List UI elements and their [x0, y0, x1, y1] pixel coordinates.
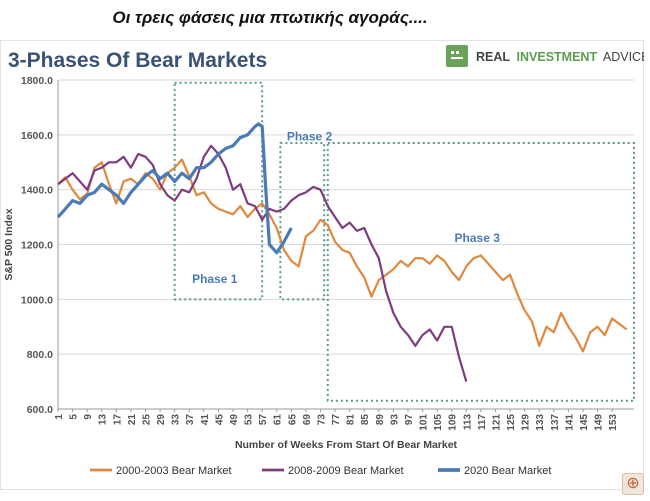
x-tick-label: 65 — [287, 414, 298, 426]
x-tick-label: 85 — [360, 414, 371, 426]
legend-label: 2008-2009 Bear Market — [288, 465, 404, 477]
series-line — [57, 158, 628, 353]
x-tick-label: 93 — [389, 414, 400, 426]
phase-label: Phase 2 — [287, 129, 333, 143]
zoom-in-icon: ⊕ — [626, 475, 640, 492]
plot-area: 600.0 800.0 1000.0 1200.0 1400.0 1600.0 1800.0… — [3, 75, 635, 451]
brand-rest: ADVICE — [603, 50, 644, 64]
x-tick-label: 37 — [185, 414, 196, 426]
bear-market-chart: 3-Phases Of Bear Markets REAL INVESTMENT… — [0, 39, 649, 491]
x-tick-label: 113 — [462, 414, 473, 431]
x-tick-label: 9 — [83, 414, 94, 420]
y-tick-label: 800.0 — [27, 349, 53, 361]
x-axis-label: Number of Weeks From Start Of Bear Marke… — [235, 439, 458, 451]
brand-logo-icon — [446, 45, 468, 67]
page-caption: Οι τρεις φάσεις μια πτωτικής αγοράς.... — [112, 8, 428, 27]
brand-highlight: INVESTMENT — [517, 50, 598, 64]
legend-label: 2020 Bear Market — [464, 465, 551, 477]
x-tick-label: 5 — [69, 414, 80, 420]
x-tick-label: 141 — [564, 414, 575, 431]
brand-bold: REAL — [476, 50, 510, 64]
x-tick-label: 41 — [200, 414, 211, 426]
svg-text:REAL INVESTMENT: REAL INVESTMENT ADVICE — [476, 50, 644, 64]
x-tick-label: 17 — [112, 414, 123, 426]
phase-label: Phase 1 — [192, 272, 238, 286]
phase-label: Phase 3 — [455, 231, 501, 245]
x-tick-label: 77 — [331, 414, 342, 426]
x-tick-label: 61 — [273, 414, 284, 426]
x-tick-label: 149 — [594, 414, 605, 431]
x-tick-label: 29 — [156, 414, 167, 426]
chart-title: 3-Phases Of Bear Markets — [8, 49, 267, 72]
x-tick-label: 53 — [244, 414, 255, 426]
phase-box — [326, 142, 635, 402]
x-tick-label: 133 — [535, 414, 546, 431]
x-tick-label: 117 — [477, 414, 488, 431]
x-tick-label: 57 — [258, 414, 269, 426]
x-tick-label: 81 — [346, 414, 357, 426]
x-tick-label: 145 — [579, 414, 590, 431]
x-tick-label: 69 — [302, 414, 313, 426]
chart-frame — [0, 39, 645, 491]
x-tick-label: 45 — [214, 414, 225, 426]
x-tick-label: 25 — [141, 414, 152, 426]
x-tick-label: 105 — [433, 414, 444, 431]
x-tick-label: 1 — [54, 414, 65, 420]
y-tick-label: 1000.0 — [21, 294, 53, 306]
x-tick-label: 21 — [127, 414, 138, 426]
x-tick-label: 97 — [404, 414, 415, 426]
y-axis-label: S&P 500 Index — [3, 208, 15, 280]
legend: 2000-2003 Bear Market 2008-2009 Bear Mark… — [90, 465, 551, 477]
y-tick-label: 1200.0 — [21, 240, 53, 252]
zoom-in-button[interactable]: ⊕ — [622, 473, 644, 495]
y-tick-label: 600.0 — [27, 404, 53, 416]
brand-logo: REAL INVESTMENT ADVICE — [446, 45, 649, 67]
x-tick-label: 89 — [375, 414, 386, 426]
y-tick-label: 1400.0 — [21, 185, 53, 197]
x-tick-label: 137 — [550, 414, 561, 431]
series-line — [57, 144, 468, 382]
x-tick-label: 49 — [229, 414, 240, 426]
y-tick-label: 1600.0 — [21, 130, 53, 142]
x-tick-label: 13 — [98, 414, 109, 426]
x-tick-label: 153 — [608, 414, 619, 431]
phase-box — [173, 81, 264, 301]
x-tick-label: 109 — [448, 414, 459, 431]
chart-container: 3-Phases Of Bear Markets REAL INVESTMENT… — [0, 39, 649, 491]
x-tick-label: 33 — [171, 414, 182, 426]
x-tick-label: 125 — [506, 414, 517, 431]
x-tick-label: 129 — [521, 414, 532, 431]
series-line — [56, 122, 293, 255]
legend-label: 2000-2003 Bear Market — [116, 465, 232, 477]
y-tick-label: 1800.0 — [21, 75, 53, 87]
x-tick-label: 73 — [316, 414, 327, 426]
x-tick-label: 121 — [491, 414, 502, 431]
x-tick-label: 101 — [419, 414, 430, 431]
